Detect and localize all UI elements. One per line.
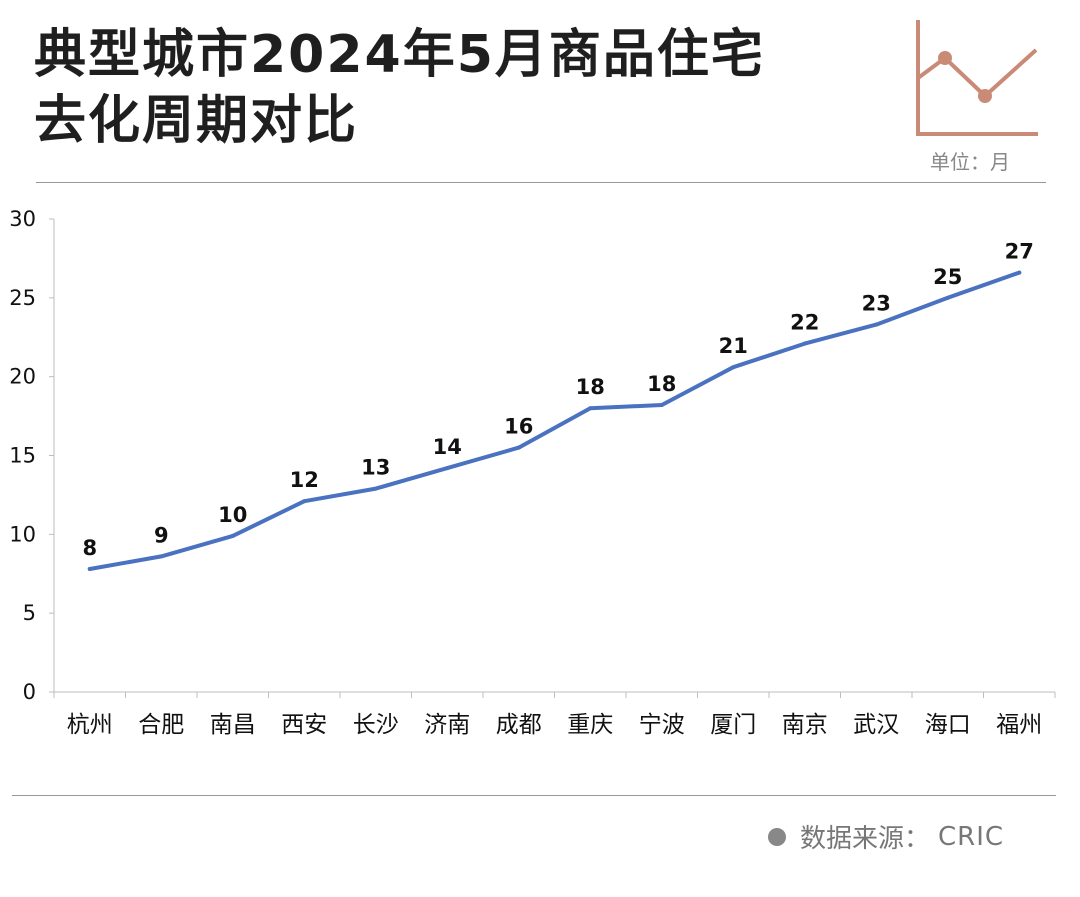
x-tick-label: 成都 [496,712,542,738]
y-tick-label: 5 [23,601,36,625]
data-label: 13 [361,456,390,480]
x-tick-label: 南昌 [210,712,256,738]
data-point [373,486,378,491]
x-tick-label: 厦门 [710,712,756,738]
data-point [945,295,950,300]
bottom-divider [12,795,1056,796]
data-point [302,499,307,504]
data-label: 8 [82,536,97,560]
chart-title: 典型城市2024年5月商品住宅 去化周期对比 [34,22,765,154]
x-tick-label: 济南 [424,712,470,738]
x-tick-label: 杭州 [67,712,113,738]
data-label: 27 [1005,240,1034,264]
data-point [516,445,521,450]
x-tick-label: 宁波 [639,712,685,738]
x-tick-label: 南京 [782,712,828,738]
data-point [230,533,235,538]
series-line [87,270,1022,571]
x-tick-label: 合肥 [138,712,184,738]
data-label: 14 [433,435,462,459]
x-tick-label: 西安 [281,712,327,738]
data-point [874,322,879,327]
data-point [445,466,450,471]
source-brand: CRIC [938,821,1005,852]
data-label: 22 [790,311,819,335]
top-divider [36,182,1046,183]
data-label: 9 [154,523,169,547]
data-point [659,403,664,408]
data-label: 21 [719,334,748,358]
data-point [802,341,807,346]
unit-label: 单位：月 [930,150,1010,174]
y-tick-label: 30 [9,207,36,231]
x-tick-label: 武汉 [853,712,899,738]
data-label: 18 [647,372,676,396]
data-point [588,406,593,411]
x-tick-label: 海口 [925,712,971,738]
x-tick-label: 福州 [996,712,1042,738]
data-source: 数据来源： CRIC [768,818,1004,855]
x-tick-label: 重庆 [567,712,613,738]
line-chart: 0 5 10 15 20 25 30 杭州 合肥 南昌 西安 长沙 济南 成都 重庆 宁波 厦门 南京 武汉 海口 福州… [9,207,1056,738]
y-tick-label: 10 [9,522,36,546]
y-tick-label: 0 [23,680,36,704]
x-tick-label: 长沙 [353,712,399,738]
data-label: 25 [933,265,962,289]
title-line-2: 去化周期对比 [34,91,359,151]
data-label: 18 [576,375,605,399]
y-tick-label: 15 [9,444,36,468]
data-point [87,567,92,572]
title-line-1: 典型城市2024年5月商品住宅 [34,25,765,85]
data-point [159,554,164,559]
data-point [1017,270,1022,275]
data-label: 23 [862,292,891,316]
source-label: 数据来源： [800,824,931,854]
data-label: 12 [290,468,319,492]
y-tick-label: 25 [9,286,36,310]
data-label: 16 [504,415,533,439]
data-label: 10 [218,503,247,527]
y-tick-label: 20 [9,365,36,389]
data-point [731,365,736,370]
line-chart-icon [916,20,1038,136]
source-bullet-icon [768,827,786,846]
